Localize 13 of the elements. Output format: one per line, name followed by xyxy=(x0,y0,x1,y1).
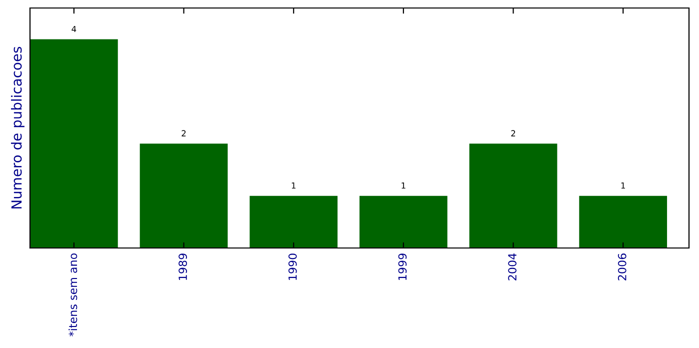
x-tick-label: 1990 xyxy=(288,254,297,280)
x-tick-label: 2004 xyxy=(508,253,516,280)
data-label: 1 xyxy=(621,182,625,189)
x-tick-label: 1989 xyxy=(178,254,187,280)
data-label: 1 xyxy=(402,182,406,189)
x-tick-label: *itens sem ano xyxy=(68,253,78,336)
y-axis-title: Numero de publicacoes xyxy=(11,46,24,208)
data-label: 2 xyxy=(182,130,186,136)
x-tick-label: 2006 xyxy=(618,254,626,280)
data-label: 1 xyxy=(292,182,296,189)
data-label: 4 xyxy=(72,26,76,32)
data-label: 2 xyxy=(511,130,516,136)
x-tick-label: 1999 xyxy=(398,254,407,280)
